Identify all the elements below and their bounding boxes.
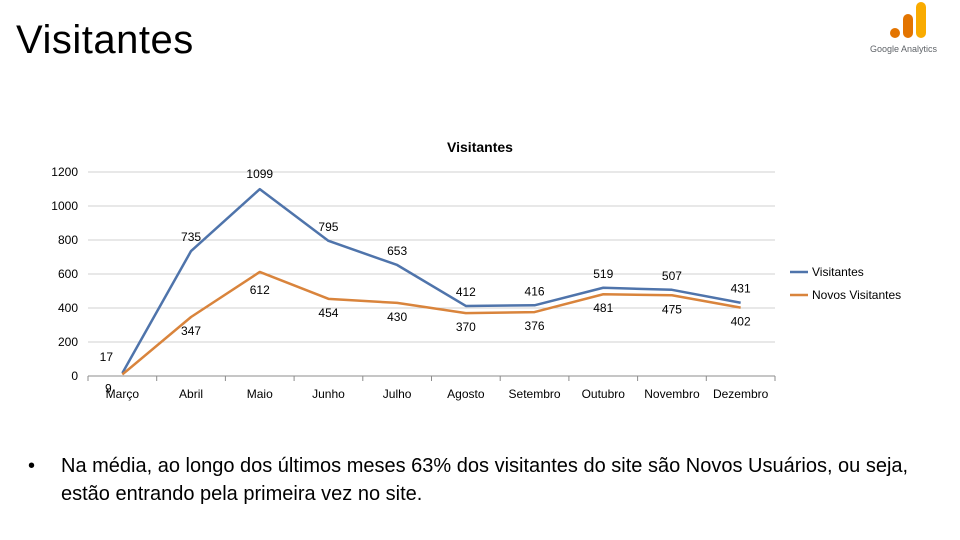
- x-tick-label: Agosto: [447, 387, 485, 401]
- x-tick-label: Novembro: [644, 387, 700, 401]
- google-analytics-logo-text: Google Analytics: [870, 44, 938, 54]
- x-tick-label: Julho: [383, 387, 412, 401]
- data-label-visitantes: 412: [456, 285, 476, 299]
- y-tick-label: 1000: [51, 199, 78, 213]
- data-label-novos-visitantes: 612: [250, 283, 270, 297]
- data-label-visitantes: 735: [181, 230, 201, 244]
- series-line-novos-visitantes: [121, 270, 741, 376]
- data-label-novos-visitantes: 376: [525, 319, 545, 333]
- data-label-novos-visitantes: 9: [105, 381, 112, 395]
- y-tick-label: 200: [58, 335, 78, 349]
- data-label-novos-visitantes: 475: [662, 302, 682, 316]
- bullet-dot: •: [28, 455, 36, 477]
- x-tick-label: Junho: [312, 387, 345, 401]
- x-tick-label: Março: [106, 387, 140, 401]
- y-tick-label: 0: [71, 369, 78, 383]
- data-label-novos-visitantes: 430: [387, 310, 407, 324]
- data-label-novos-visitantes: 347: [181, 324, 201, 338]
- bullet-point: • Na média, ao longo dos últimos meses 6…: [28, 452, 928, 508]
- y-tick-label: 800: [58, 233, 78, 247]
- data-label-visitantes: 416: [525, 284, 545, 298]
- data-label-novos-visitantes: 402: [731, 315, 751, 329]
- chart-title: Visitantes: [447, 139, 513, 155]
- slide-title: Visitantes: [16, 18, 194, 62]
- data-label-visitantes: 507: [662, 269, 682, 283]
- series-line-visitantes: [121, 187, 741, 374]
- x-tick-label: Maio: [247, 387, 273, 401]
- legend-label: Visitantes: [812, 265, 864, 279]
- google-analytics-logo: Google Analytics: [866, 2, 948, 58]
- y-tick-label: 600: [58, 267, 78, 281]
- x-tick-label: Abril: [179, 387, 203, 401]
- data-label-visitantes: 519: [593, 267, 613, 281]
- data-label-novos-visitantes: 454: [318, 306, 338, 320]
- data-label-visitantes: 653: [387, 244, 407, 258]
- data-label-novos-visitantes: 370: [456, 320, 476, 334]
- x-tick-label: Outubro: [582, 387, 626, 401]
- data-label-visitantes: 795: [318, 220, 338, 234]
- y-tick-label: 1200: [51, 165, 78, 179]
- data-label-visitantes: 1099: [246, 167, 273, 181]
- data-label-visitantes: 431: [731, 282, 751, 296]
- x-tick-label: Setembro: [509, 387, 561, 401]
- google-analytics-icon: [890, 2, 926, 38]
- x-tick-label: Dezembro: [713, 387, 769, 401]
- data-label-visitantes: 17: [100, 350, 114, 364]
- y-tick-label: 400: [58, 301, 78, 315]
- data-label-novos-visitantes: 481: [593, 301, 613, 315]
- legend-label: Novos Visitantes: [812, 288, 901, 302]
- bullet-text: Na média, ao longo dos últimos meses 63%…: [61, 455, 909, 505]
- visitors-line-chart: Visitantes 0 200 400 600 800 1000 1200 Março Abri…: [51, 139, 901, 401]
